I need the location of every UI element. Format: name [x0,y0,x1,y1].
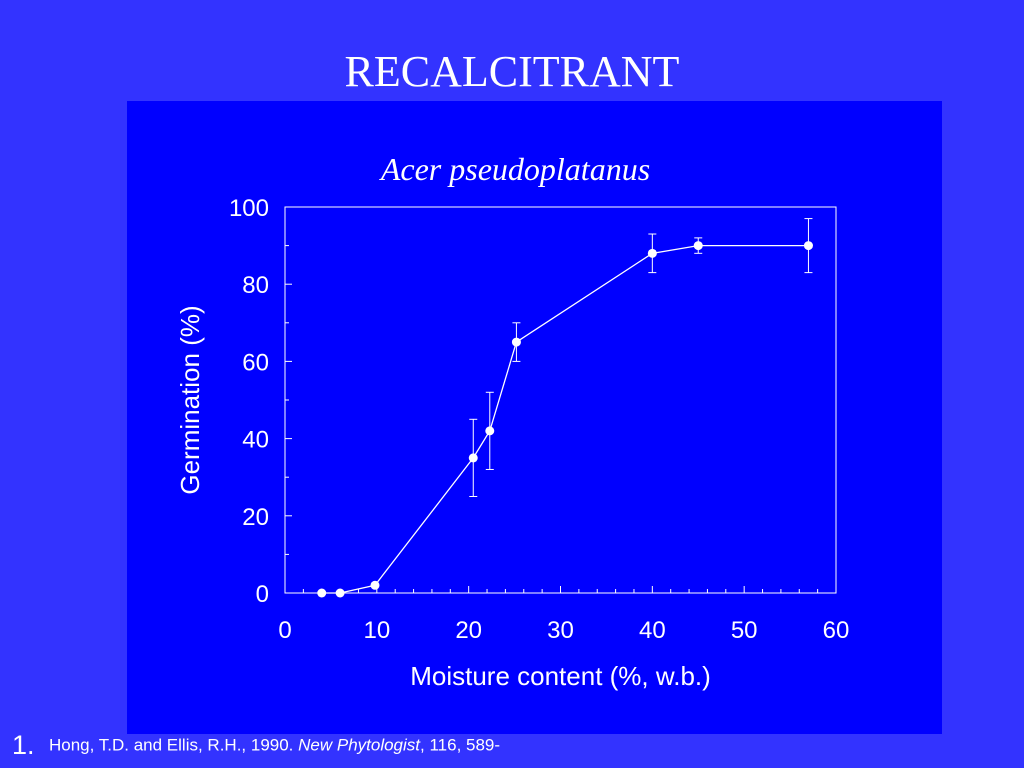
x-axis-label: Moisture content (%, w.b.) [410,661,711,691]
x-tick-label: 50 [731,617,758,644]
data-point [647,248,657,258]
reference-details: , 116, 589- [420,735,501,755]
germination-chart: Acer pseudoplatanus 0 10 20 30 40 50 60 0 20 40 60 8… [175,151,850,691]
data-point [370,580,380,590]
y-tick-label: 80 [242,272,269,299]
y-tick-label: 100 [229,195,269,222]
data-point [335,588,345,598]
series-line [321,244,809,594]
x-tick-label: 0 [278,617,291,644]
reference-authors: Hong, T.D. and Ellis, R.H., 1990. [48,735,299,755]
x-tick-label: 40 [639,617,666,644]
data-point [317,588,327,598]
reference-journal: New Phytologist [298,735,421,755]
plot-frame [284,206,837,594]
y-tick-label: 60 [242,349,269,376]
y-tick-label: 40 [242,427,269,454]
y-axis-label: Germination (%) [175,305,205,494]
data-point [485,426,495,436]
chart-panel: Acer pseudoplatanus 0 10 20 30 40 50 60 0 20 40 60 8… [127,101,942,734]
data-point [803,241,813,251]
data-point [511,337,521,347]
x-tick-label: 30 [547,617,574,644]
data-point [693,241,703,251]
chart-title: Acer pseudoplatanus [379,151,650,187]
x-tick-label: 20 [455,617,482,644]
reference-number: 1. [12,730,35,760]
x-tick-label: 10 [363,617,390,644]
reference-text: Hong, T.D. and Ellis, R.H., 1990. New Ph… [49,736,500,755]
y-tick-label: 0 [256,581,269,608]
x-tick-label: 60 [823,617,850,644]
reference-citation: 1. Hong, T.D. and Ellis, R.H., 1990. New… [12,730,500,762]
data-point [468,453,478,463]
slide-title: RECALCITRANT [344,47,680,96]
y-tick-label: 20 [242,504,269,531]
